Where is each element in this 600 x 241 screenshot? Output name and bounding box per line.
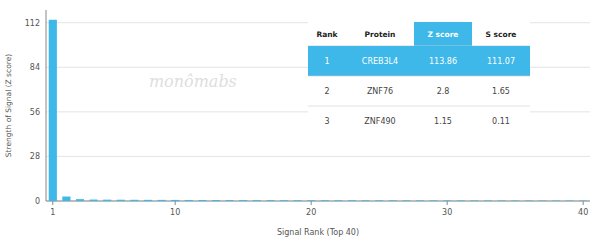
bar — [443, 200, 451, 201]
table-bg — [308, 22, 530, 136]
bar — [484, 200, 492, 201]
x-tick-label: 1 — [50, 208, 55, 217]
y-tick-label: 84 — [30, 63, 40, 72]
bar — [117, 200, 125, 201]
bar — [198, 200, 206, 201]
table-cell: 1 — [324, 57, 329, 66]
x-tick — [311, 201, 312, 205]
table-header: Z score — [428, 30, 459, 39]
y-axis — [46, 10, 47, 201]
table: Rank Protein Z score S score 1 CREB3L4 113.86 1… — [308, 22, 530, 136]
bar — [49, 20, 57, 201]
bar — [552, 200, 560, 201]
y-axis-label: Strength of Signal (Z score) — [4, 54, 13, 157]
bar — [498, 200, 506, 201]
watermark: monômabs — [149, 72, 237, 91]
bar — [525, 200, 533, 201]
x-tick-label: 30 — [442, 208, 452, 217]
bar — [389, 200, 397, 201]
y-tick-label: 112 — [25, 19, 40, 28]
bar — [470, 200, 478, 201]
x-axis-label: Signal Rank (Top 40) — [277, 228, 359, 237]
table-cell: ZNF76 — [367, 87, 393, 96]
bar — [253, 200, 261, 201]
x-tick — [447, 201, 448, 205]
bar — [103, 200, 111, 201]
table-cell: 2 — [324, 87, 329, 96]
chart: 0 28 56 84 112 1 10 20 30 40 monômabs Signal Rank (… — [0, 0, 600, 241]
bar — [307, 200, 315, 201]
bar — [579, 200, 587, 201]
bar — [375, 200, 383, 201]
table-header: S score — [486, 30, 517, 39]
table-cell: 113.86 — [429, 57, 457, 66]
bar — [566, 200, 574, 201]
grid-line — [46, 201, 590, 202]
bar — [416, 200, 424, 201]
table-cell: ZNF490 — [364, 117, 395, 126]
bar — [226, 200, 234, 201]
table-cell: 1.15 — [434, 117, 452, 126]
bar — [90, 200, 98, 201]
header-highlight — [414, 22, 472, 46]
bar — [239, 200, 247, 201]
table-cell: 111.07 — [487, 57, 515, 66]
x-tick-label: 10 — [170, 208, 180, 217]
table-header: Protein — [365, 30, 396, 39]
y-tick-label: 28 — [30, 152, 40, 161]
y-tick-label: 56 — [30, 108, 40, 117]
x-tick — [175, 201, 176, 205]
bar — [321, 200, 329, 201]
table-cell: 2.8 — [437, 87, 450, 96]
bar — [185, 200, 193, 201]
bar — [130, 200, 138, 201]
x-tick — [52, 201, 53, 205]
table-cell: 3 — [324, 117, 329, 126]
bar — [266, 200, 274, 201]
bar — [171, 200, 179, 201]
y-tick-label: 0 — [35, 197, 40, 206]
bar — [402, 200, 410, 201]
grid-line — [46, 156, 590, 157]
bar — [430, 200, 438, 201]
table-cell: 0.11 — [492, 117, 510, 126]
bar — [212, 200, 220, 201]
bar — [511, 200, 519, 201]
table-cell: CREB3L4 — [362, 57, 398, 66]
table-divider — [308, 76, 530, 77]
bar — [144, 200, 152, 201]
table-divider — [308, 106, 530, 107]
row-highlight — [308, 46, 530, 76]
table-header: Rank — [316, 30, 338, 39]
x-axis — [46, 201, 590, 202]
bars — [49, 20, 588, 201]
x-tick-label: 20 — [306, 208, 316, 217]
grid — [46, 23, 590, 201]
bar — [280, 200, 288, 201]
bar — [294, 200, 302, 201]
bar — [334, 200, 342, 201]
bar — [62, 197, 70, 201]
bar — [158, 200, 166, 201]
bar — [362, 200, 370, 201]
bar — [538, 200, 546, 201]
x-tick-label: 40 — [578, 208, 588, 217]
bar — [348, 200, 356, 201]
bar — [76, 199, 84, 201]
x-tick — [583, 201, 584, 205]
bar — [457, 200, 465, 201]
table-cell: 1.65 — [492, 87, 510, 96]
